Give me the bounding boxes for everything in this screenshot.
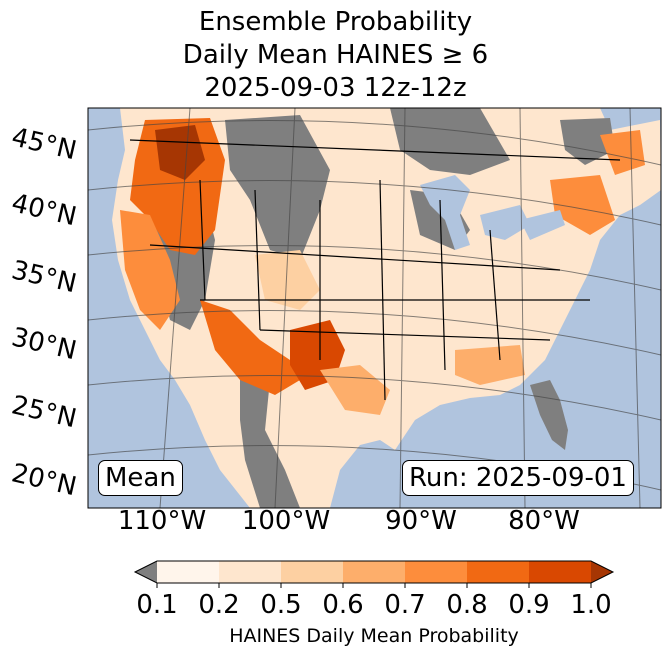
prob-southwest bbox=[200, 300, 300, 395]
title-line-2: Daily Mean HAINES ≥ 6 bbox=[182, 40, 489, 70]
great-lakes bbox=[420, 175, 565, 250]
colorbar-label: HAINES Daily Mean Probability bbox=[229, 625, 519, 647]
gray-zone-east bbox=[560, 118, 615, 165]
prob-southeast bbox=[455, 345, 525, 385]
prob-maine bbox=[600, 130, 645, 175]
colorbar-segment bbox=[405, 561, 467, 583]
cb-tick-7: 1.0 bbox=[570, 590, 612, 620]
colorbar-under-extend bbox=[135, 561, 157, 583]
prob-texas bbox=[320, 365, 390, 415]
lon-label-110: 110°W bbox=[117, 506, 207, 536]
mean-label: Mean bbox=[98, 460, 183, 496]
title-line-3: 2025-09-03 12z-12z bbox=[204, 73, 467, 103]
cb-tick-2: 0.5 bbox=[260, 590, 302, 620]
colorbar-segment bbox=[157, 561, 219, 583]
colorbar-segment bbox=[219, 561, 281, 583]
cb-tick-5: 0.8 bbox=[446, 590, 488, 620]
colorbar-over-extend bbox=[591, 561, 613, 583]
cb-tick-6: 0.9 bbox=[508, 590, 550, 620]
prob-northeast bbox=[550, 175, 615, 235]
cb-tick-4: 0.7 bbox=[384, 590, 426, 620]
run-label: Run: 2025-09-01 bbox=[402, 460, 634, 496]
florida bbox=[530, 380, 568, 450]
cb-tick-1: 0.2 bbox=[198, 590, 240, 620]
state-borders bbox=[129, 139, 621, 401]
cb-tick-3: 0.6 bbox=[322, 590, 364, 620]
title-line-1: Ensemble Probability bbox=[198, 7, 473, 37]
prob-colorado bbox=[255, 250, 320, 310]
lon-label-80: 80°W bbox=[508, 506, 580, 536]
colorbar-segment bbox=[343, 561, 405, 583]
gray-zone-mexico bbox=[240, 370, 300, 508]
gray-zone-rockies bbox=[225, 115, 330, 260]
lon-label-100: 100°W bbox=[241, 506, 331, 536]
colorbar-segment bbox=[467, 561, 529, 583]
colorbar-segment bbox=[529, 561, 591, 583]
prob-california bbox=[120, 210, 180, 330]
cb-tick-0: 0.1 bbox=[136, 590, 178, 620]
lon-label-90: 90°W bbox=[385, 506, 457, 536]
gray-zone-canada bbox=[390, 108, 510, 175]
prob-pacific-nw-core bbox=[155, 125, 205, 180]
colorbar-segment bbox=[281, 561, 343, 583]
